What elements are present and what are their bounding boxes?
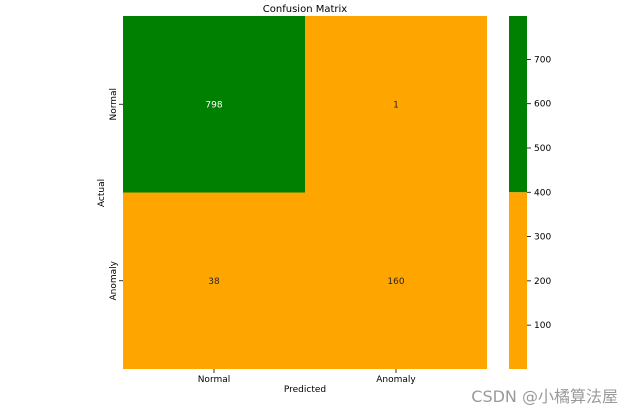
colorbar-low-segment	[509, 192, 527, 369]
colorbar-tick-label: 300	[534, 233, 551, 243]
colorbar-tick-label: 600	[534, 100, 551, 110]
x-axis-ticks: Normal Anomaly	[198, 369, 416, 385]
colorbar: 100 200 300 400 500 600 700	[509, 16, 551, 369]
colorbar-tick-label: 700	[534, 55, 551, 65]
heatmap-cell	[123, 16, 305, 193]
colorbar-tick-label: 500	[534, 144, 551, 154]
cell-value-label: 798	[205, 100, 222, 110]
x-tick-label: Anomaly	[376, 375, 416, 385]
watermark-text: CSDN @小橘算法屋	[471, 387, 618, 406]
heatmap-cells	[123, 16, 487, 369]
y-tick-label: Normal	[109, 88, 119, 121]
y-axis-ticks: Normal Anomaly	[109, 88, 123, 300]
cell-value-label: 1	[393, 100, 399, 110]
heatmap-cell	[305, 16, 487, 193]
heatmap-cell-labels: 798 1 38 160	[205, 100, 404, 287]
heatmap-cell	[123, 192, 305, 369]
cell-value-label: 38	[208, 277, 220, 287]
y-tick-label: Anomaly	[109, 260, 119, 300]
y-axis-label: Actual	[97, 179, 107, 207]
cell-value-label: 160	[387, 277, 404, 287]
chart-title: Confusion Matrix	[263, 4, 347, 15]
x-tick-label: Normal	[198, 375, 231, 385]
colorbar-tick-label: 200	[534, 277, 551, 287]
colorbar-tick-label: 100	[534, 321, 551, 331]
heatmap-cell	[305, 192, 487, 369]
colorbar-tick-label: 400	[534, 188, 551, 198]
x-axis-label: Predicted	[284, 385, 326, 395]
colorbar-high-segment	[509, 16, 527, 193]
